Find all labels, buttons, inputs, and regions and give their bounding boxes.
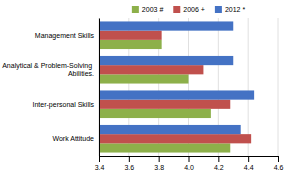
tick: 3.6 bbox=[124, 156, 134, 171]
tick: 3.4 bbox=[95, 156, 105, 171]
axis-line bbox=[99, 19, 100, 157]
bar bbox=[99, 109, 211, 118]
tick: 4.2 bbox=[214, 156, 224, 171]
tick: 4.6 bbox=[274, 156, 284, 171]
chart: 3.4 3.6 3.8 4.0 4.2 4.4 4.6 Work Attitude Inter-… bbox=[0, 0, 290, 174]
bar bbox=[99, 90, 254, 99]
bar bbox=[99, 100, 230, 109]
grid-line bbox=[99, 18, 100, 156]
legend-label: 2006 + bbox=[183, 6, 205, 13]
bar-series bbox=[99, 21, 254, 134]
bar bbox=[99, 65, 203, 74]
tick-label: 3.8 bbox=[154, 164, 164, 171]
tick-label: 4.4 bbox=[244, 164, 254, 171]
tick-mark bbox=[248, 156, 249, 162]
tick: Inter-personal Skills bbox=[33, 100, 95, 108]
bar bbox=[99, 40, 162, 49]
tick-mark bbox=[99, 156, 100, 162]
tick-label: 4.6 bbox=[274, 164, 284, 171]
bar bbox=[99, 21, 233, 30]
bar bbox=[99, 56, 233, 65]
legend-item: 2012 * bbox=[215, 6, 246, 13]
bar-series bbox=[99, 31, 251, 144]
tick: 4.0 bbox=[184, 156, 194, 171]
tick-mark bbox=[159, 156, 160, 162]
grid-line bbox=[278, 18, 279, 156]
y-axis: Work Attitude Inter-personal Skills Analyt… bbox=[2, 19, 99, 157]
bar bbox=[99, 125, 241, 134]
category-label: Management Skills bbox=[35, 31, 95, 39]
tick-mark bbox=[218, 156, 219, 162]
legend-swatch bbox=[132, 6, 139, 13]
tick: Work Attitude bbox=[52, 135, 94, 142]
legend-swatch bbox=[215, 6, 222, 13]
tick-label: 4.2 bbox=[214, 164, 224, 171]
plot-area: 3.4 3.6 3.8 4.0 4.2 4.4 4.6 Work Attitude Inter-… bbox=[2, 18, 283, 171]
tick: Management Skills bbox=[35, 31, 95, 39]
bar bbox=[99, 31, 162, 40]
tick-mark bbox=[189, 156, 190, 162]
tick-label: 3.6 bbox=[124, 164, 134, 171]
legend: 2003 # 2006 + 2012 * bbox=[132, 6, 246, 13]
bars bbox=[99, 21, 254, 152]
tick: 3.8 bbox=[154, 156, 164, 171]
bar bbox=[99, 74, 189, 83]
category-label: Work Attitude bbox=[52, 135, 94, 142]
grid bbox=[99, 18, 278, 156]
bar bbox=[99, 134, 251, 143]
bar bbox=[99, 143, 230, 152]
legend-swatch bbox=[173, 6, 180, 13]
category-label: Inter-personal Skills bbox=[33, 100, 95, 108]
tick-mark bbox=[278, 156, 279, 162]
tick: 4.4 bbox=[244, 156, 254, 171]
legend-label: 2012 * bbox=[225, 6, 246, 13]
legend-item: 2003 # bbox=[132, 6, 164, 13]
category-label: Analytical & Problem-Solving Abilities. bbox=[2, 62, 94, 77]
x-axis: 3.4 3.6 3.8 4.0 4.2 4.4 4.6 bbox=[95, 156, 284, 171]
tick-label: 3.4 bbox=[95, 164, 105, 171]
legend-label: 2003 # bbox=[142, 6, 164, 13]
tick-label: 4.0 bbox=[184, 164, 194, 171]
label-line: Abilities. bbox=[68, 70, 94, 77]
legend-item: 2006 + bbox=[173, 6, 205, 13]
tick: Analytical & Problem-Solving Abilities. bbox=[2, 62, 94, 77]
tick-mark bbox=[129, 156, 130, 162]
